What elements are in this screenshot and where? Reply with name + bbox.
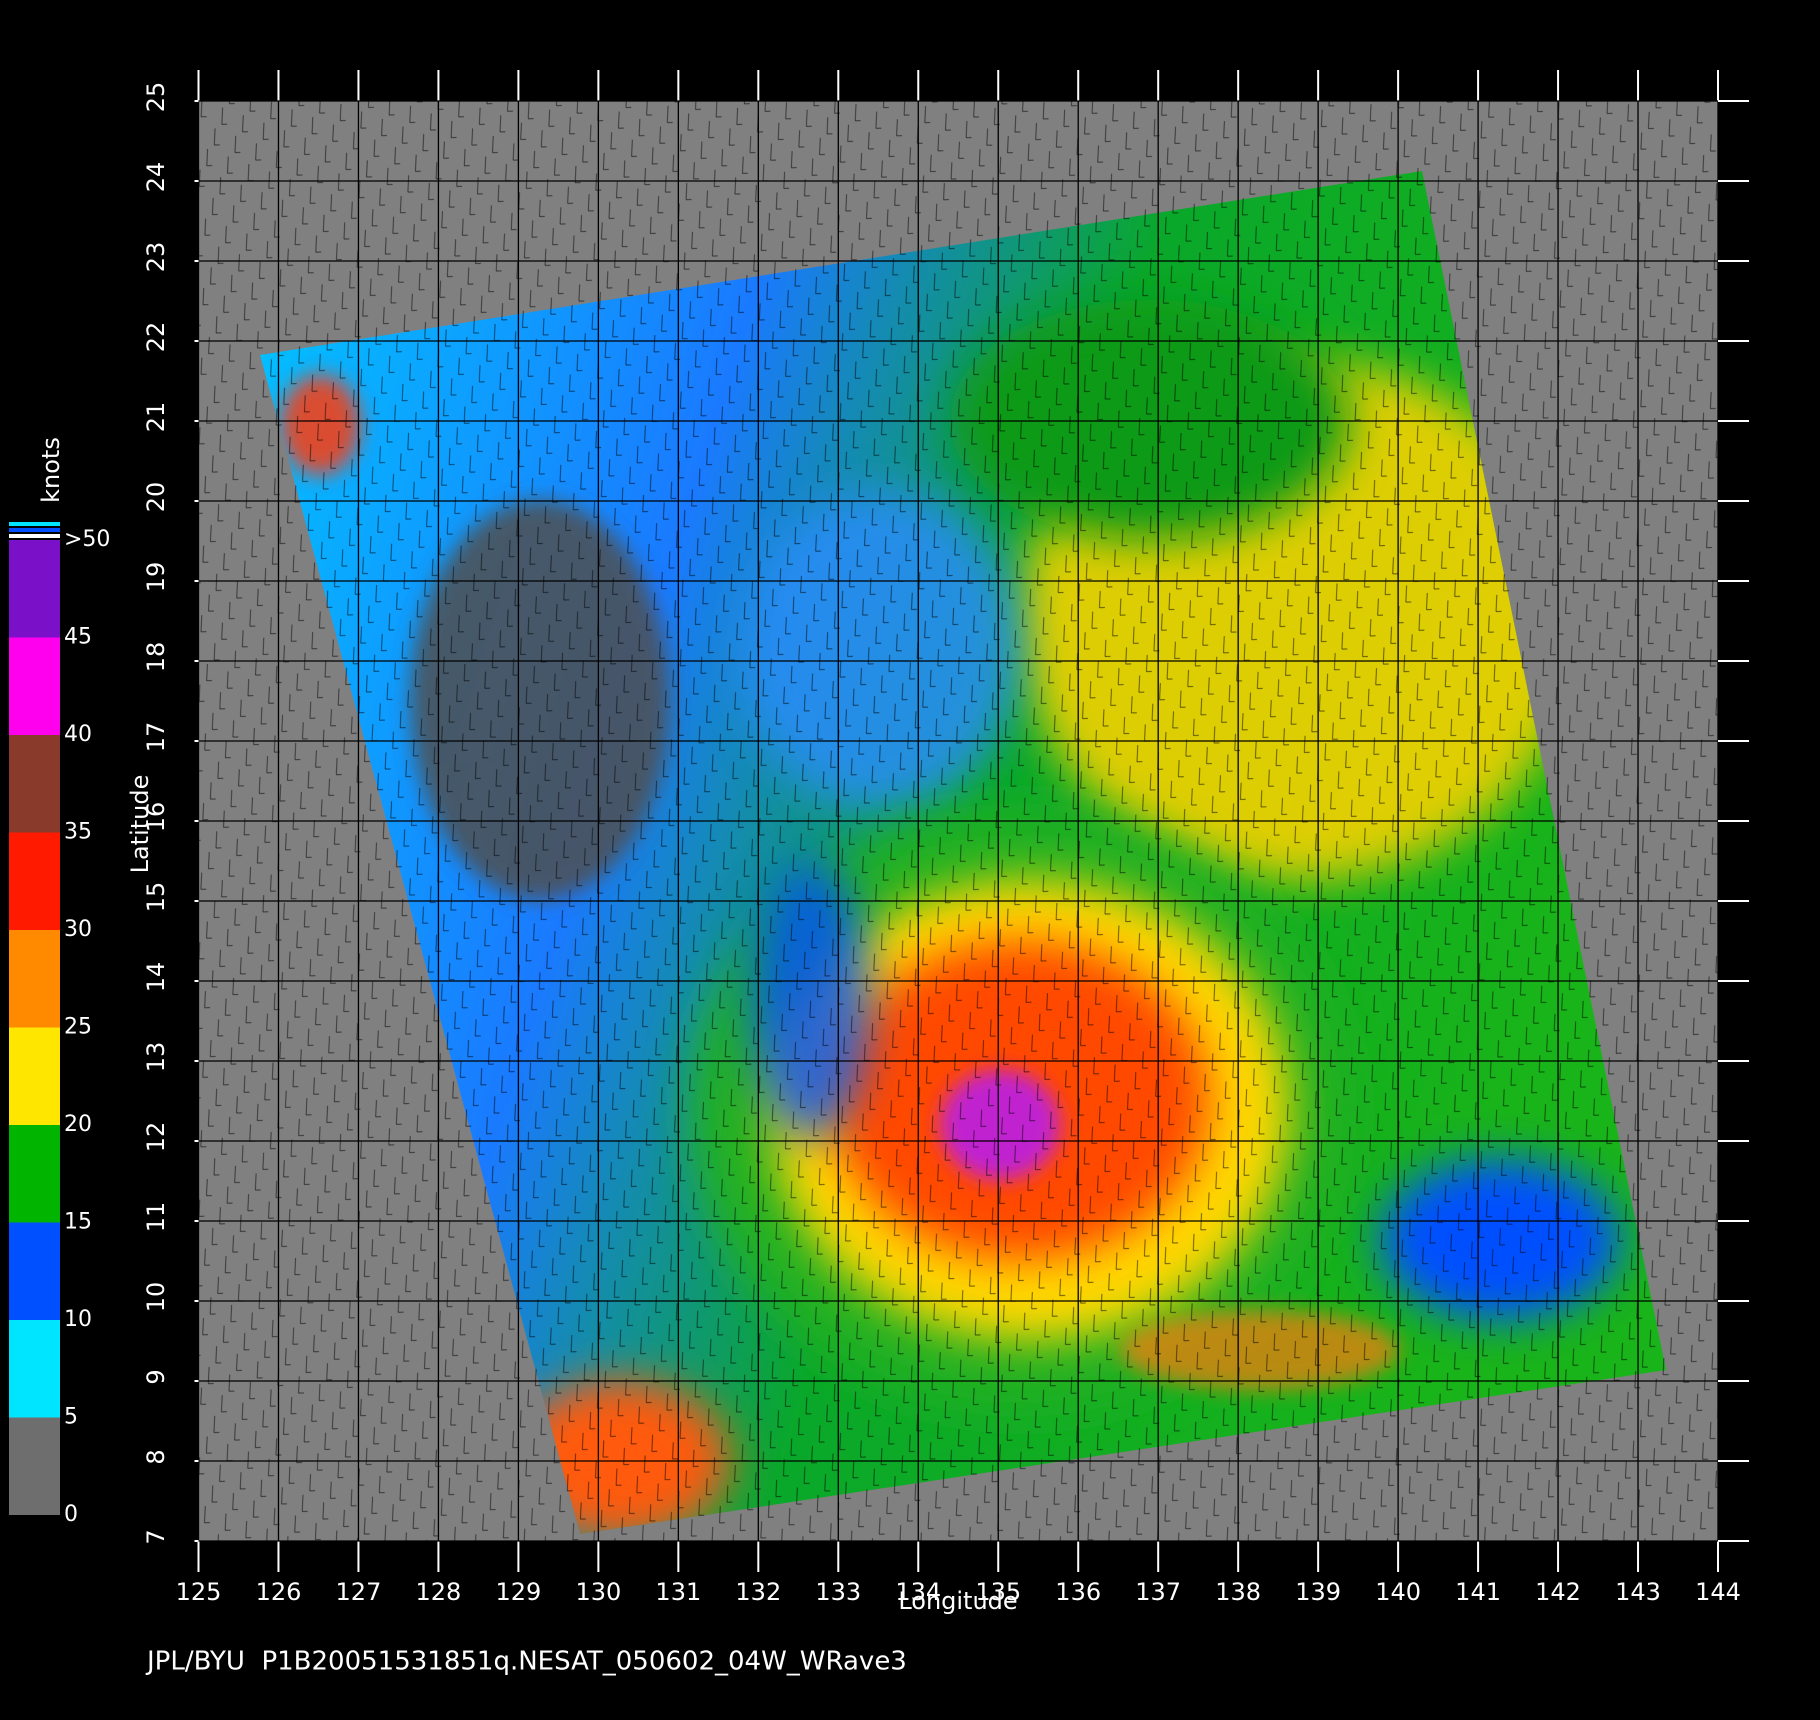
- x-tick-label: 139: [1295, 1578, 1341, 1606]
- y-tick-label: 8: [142, 1449, 170, 1464]
- colorbar-tick-label: 0: [64, 1502, 78, 1527]
- y-tick-label: 14: [142, 962, 170, 993]
- colorbar-tick-label: 5: [64, 1405, 78, 1430]
- x-tick-label: 127: [336, 1578, 382, 1606]
- y-axis-label: Latitude: [126, 775, 154, 874]
- y-tick-label: 18: [142, 642, 170, 673]
- colorbar-band: [9, 832, 60, 930]
- colorbar-band: [9, 735, 60, 833]
- y-tick-label: 21: [142, 402, 170, 433]
- x-axis-label: Longitude: [898, 1587, 1017, 1615]
- colorbar-tick-label: 10: [64, 1307, 92, 1332]
- x-tick-label: 135: [975, 1578, 1021, 1606]
- colorbar-band: [9, 637, 60, 735]
- y-tick-label: 19: [142, 562, 170, 593]
- plot-area: [198, 101, 1718, 1541]
- colorbar-tick-label: 35: [64, 820, 92, 845]
- x-tick-label: 134: [895, 1578, 941, 1606]
- colorbar-band: [9, 1417, 60, 1515]
- colorbar-label: knots: [37, 437, 65, 503]
- colorbar-tick-label: 25: [64, 1015, 92, 1040]
- y-tick-label: 16: [142, 802, 170, 833]
- y-tick-label: 12: [142, 1122, 170, 1153]
- colorbar-tick-label: >50: [64, 527, 110, 552]
- y-tick-label: 9: [142, 1369, 170, 1384]
- x-tick-label: 125: [176, 1578, 222, 1606]
- x-tick-label: 140: [1375, 1578, 1421, 1606]
- x-tick-label: 131: [655, 1578, 701, 1606]
- y-tick-label: 22: [142, 322, 170, 353]
- y-tick-label: 23: [142, 242, 170, 273]
- colorbar-band: [9, 930, 60, 1028]
- y-tick-label: 10: [142, 1282, 170, 1313]
- x-tick-label: 137: [1135, 1578, 1181, 1606]
- y-tick-label: 13: [142, 1042, 170, 1073]
- y-tick-label: 15: [142, 882, 170, 913]
- x-tick-label: 142: [1535, 1578, 1581, 1606]
- colorbar-cap: [9, 528, 60, 532]
- x-tick-label: 133: [815, 1578, 861, 1606]
- y-tick-label: 17: [142, 722, 170, 753]
- y-tick-label: 7: [142, 1529, 170, 1544]
- x-tick-label: 132: [735, 1578, 781, 1606]
- y-tick-label: 11: [142, 1202, 170, 1233]
- x-tick-label: 128: [416, 1578, 462, 1606]
- y-tick-label: 25: [142, 82, 170, 113]
- colorbar-band: [9, 1027, 60, 1125]
- y-tick-label: 20: [142, 482, 170, 513]
- x-tick-label: 143: [1615, 1578, 1661, 1606]
- colorbar-band: [9, 1320, 60, 1418]
- x-tick-label: 141: [1455, 1578, 1501, 1606]
- colorbar-band: [9, 1125, 60, 1223]
- colorbar-tick-label: 40: [64, 722, 92, 747]
- colorbar-cap: [9, 534, 60, 538]
- colorbar-cap: [9, 522, 60, 526]
- colorbar-tick-label: 15: [64, 1210, 92, 1235]
- x-tick-label: 144: [1695, 1578, 1741, 1606]
- colorbar-band: [9, 540, 60, 638]
- x-tick-label: 129: [495, 1578, 541, 1606]
- x-tick-label: 126: [256, 1578, 302, 1606]
- x-tick-label: 130: [575, 1578, 621, 1606]
- x-tick-label: 138: [1215, 1578, 1261, 1606]
- x-tick-label: 136: [1055, 1578, 1101, 1606]
- y-tick-label: 24: [142, 162, 170, 193]
- colorbar-tick-label: 30: [64, 917, 92, 942]
- colorbar-tick-label: 45: [64, 625, 92, 650]
- colorbar-band: [9, 1222, 60, 1320]
- colorbar-tick-label: 20: [64, 1112, 92, 1137]
- footer: JPL/BYU P1B20051531851q.NESAT_050602_04W…: [145, 1647, 907, 1677]
